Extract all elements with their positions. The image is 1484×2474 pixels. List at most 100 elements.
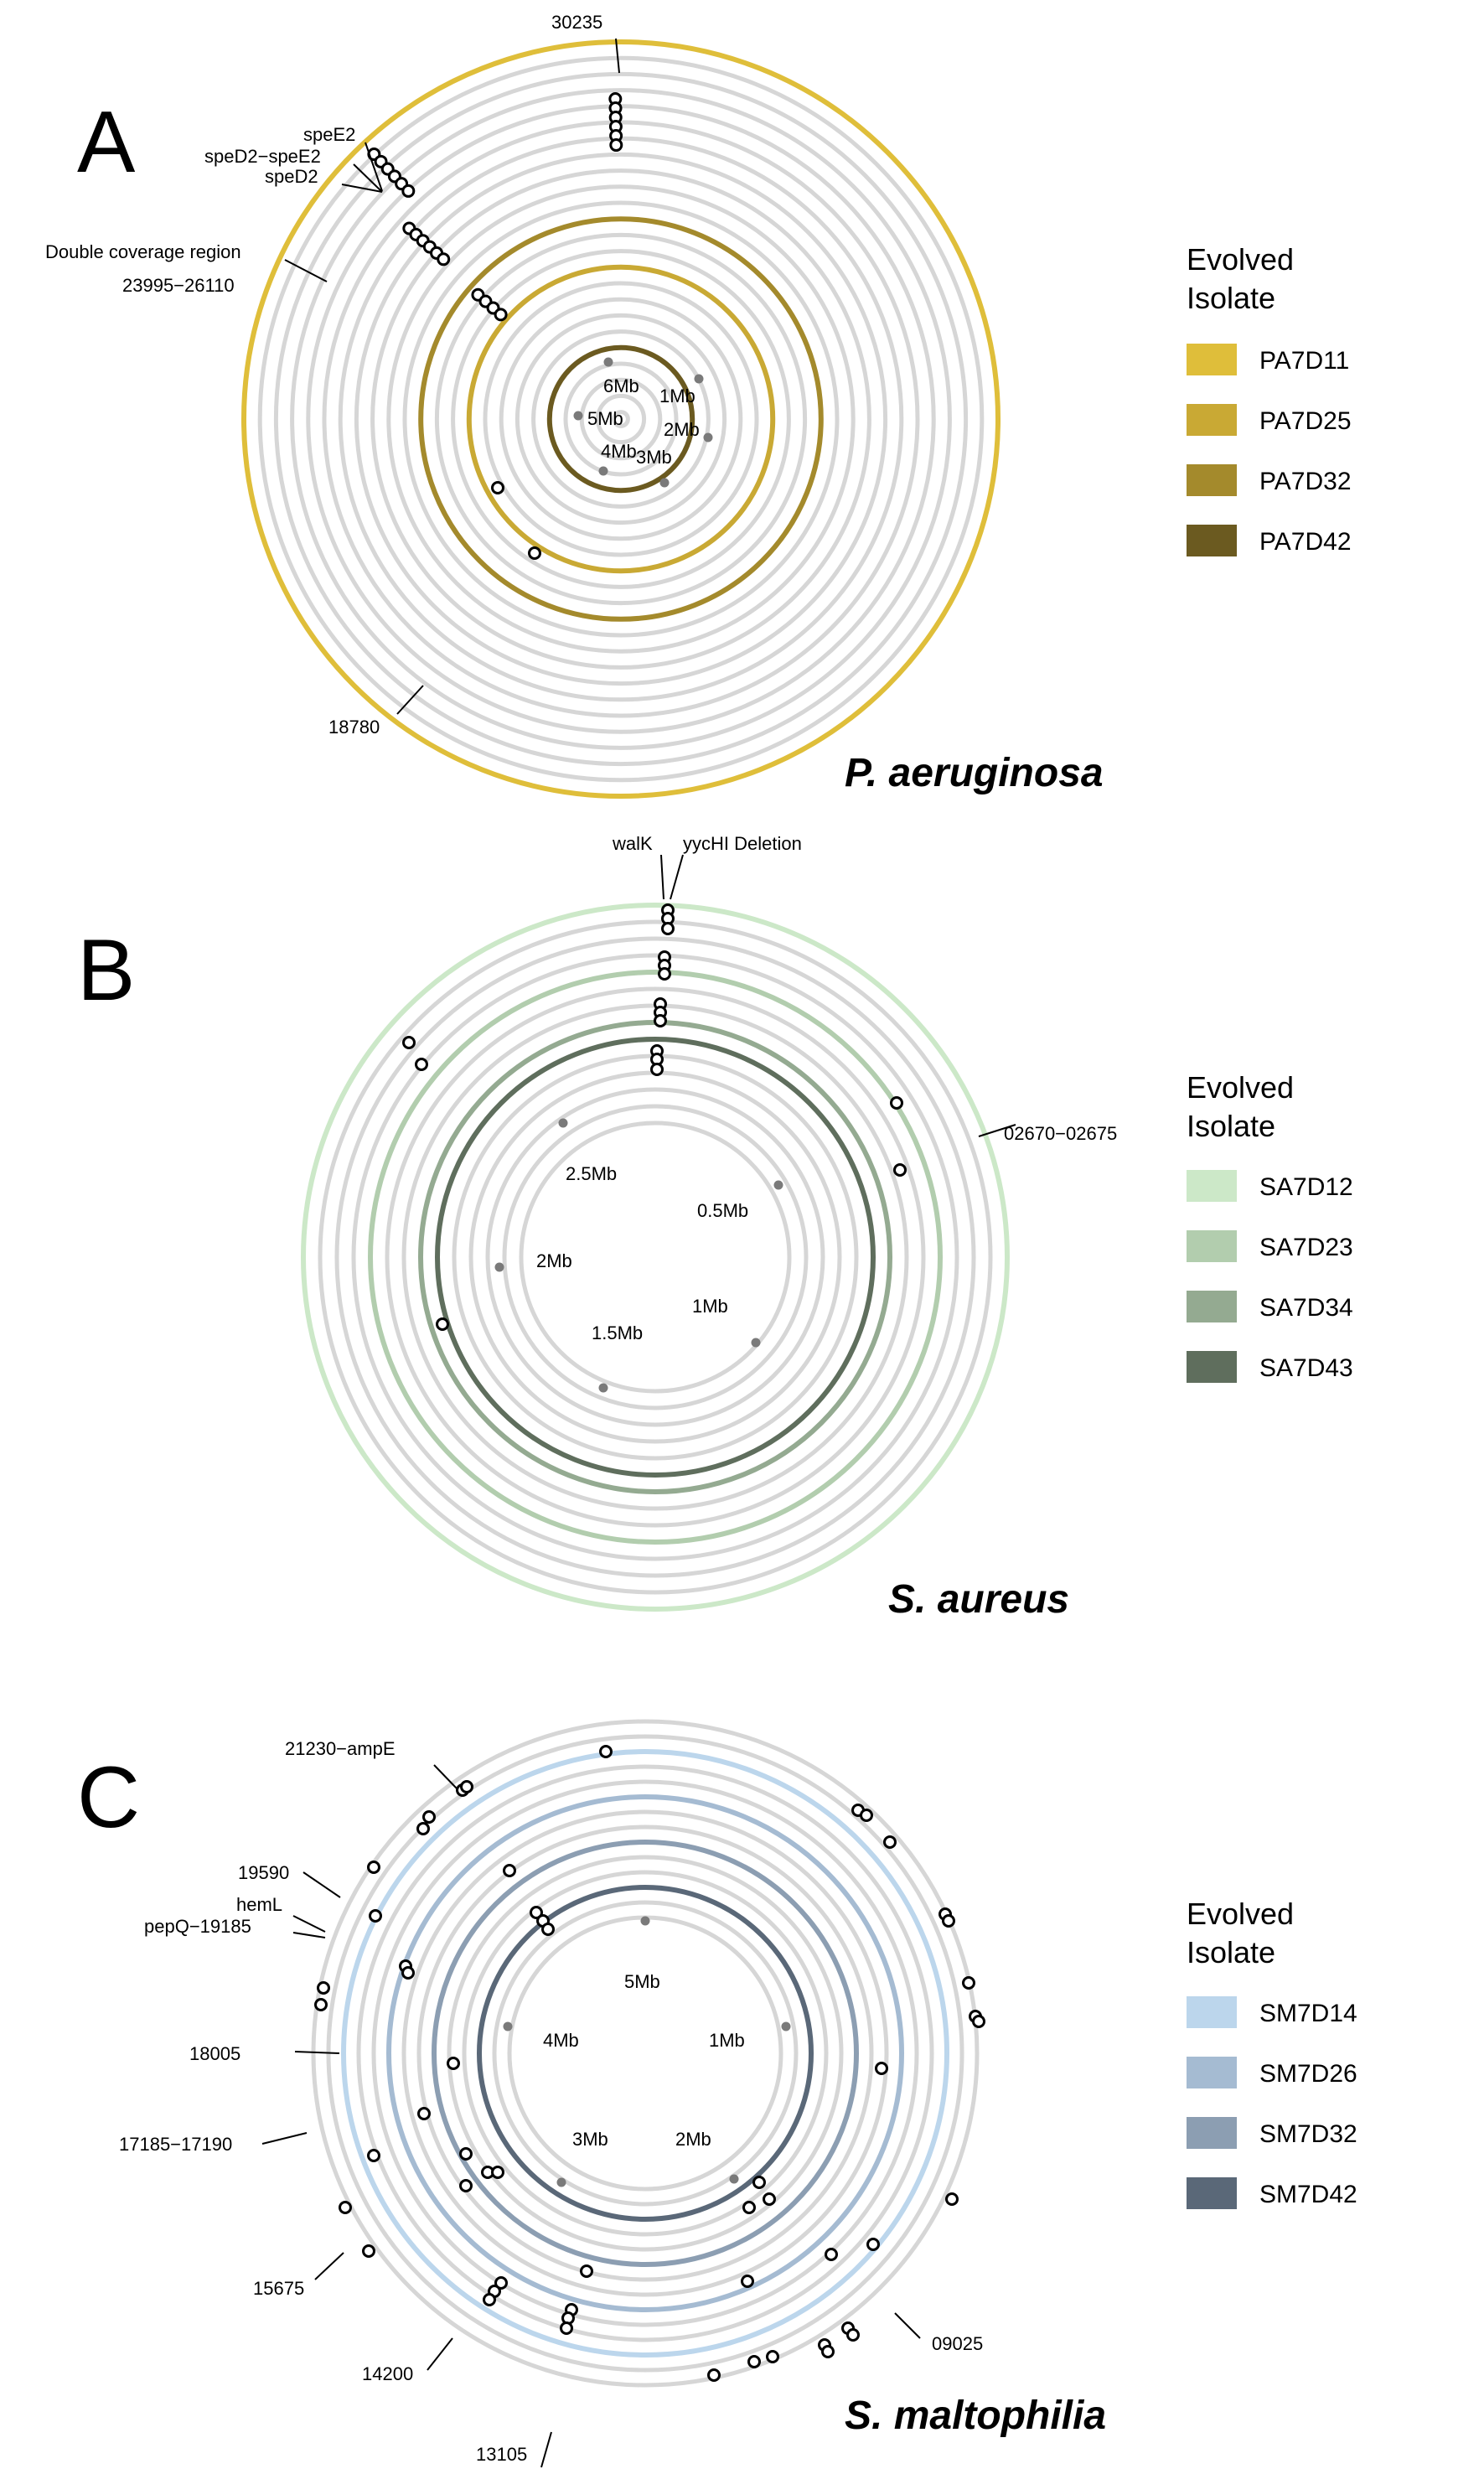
legend-swatch [1187,1996,1237,2028]
legend: Evolved Isolate SA7D12 SA7D23 SA7D34 SA7… [1187,1070,1353,1383]
isolate-ring [477,1885,814,2222]
legend-swatch [1187,464,1237,496]
annotation-lines [660,854,1016,1137]
mutation-marker [314,1998,328,2011]
mb-tick-dot [556,2177,566,2187]
mb-label: 6Mb [603,375,639,396]
mutation-marker [491,2166,504,2179]
mb-tick-dot [751,1338,761,1348]
mutation-marker [890,1096,903,1110]
mutation-marker [367,1861,380,1874]
mutation-marker [436,1317,449,1331]
legend-title: Isolate [1187,1935,1275,1969]
mb-label: 1Mb [659,386,695,406]
panel-letter: A [77,94,136,191]
mb-tick-dot [640,1916,650,1926]
annotation-label: 09025 [932,2333,983,2354]
genome-ring [499,297,743,541]
legend-label: PA7D32 [1259,468,1352,495]
mb-tick-dot [781,2021,791,2031]
mb-label: 4Mb [543,2030,579,2051]
mb-tick-dots [494,1118,783,1393]
mb-label: 5Mb [587,408,623,429]
species-name: S. maltophilia [845,2394,1106,2438]
mutation-marker [866,2238,880,2251]
genome-ring [507,1915,783,2192]
genome-ring [452,1053,859,1461]
panel-a: A 30235 speE2 speD2−speE2 speD2 Double c… [45,12,1352,799]
genome-ring [311,1719,980,2388]
annotation-label: yycHI Deletion [683,833,802,854]
isolate-ring [386,1794,904,2312]
mb-label: 3Mb [636,447,672,468]
annotation-label: 18005 [189,2043,240,2064]
annotation-label: 18780 [328,717,380,738]
legend-label: SM7D32 [1259,2120,1357,2148]
mb-tick-dot [703,432,713,443]
legend-swatch [1187,1170,1237,1202]
genome-ring [401,1809,889,2297]
annotation-label: 15675 [253,2278,304,2299]
annotation-label: 17185−17190 [119,2134,232,2155]
legend-label: SA7D23 [1259,1234,1353,1261]
annotation-label: 19590 [238,1862,289,1883]
isolate-ring [241,39,1001,799]
mutation-marker [650,1063,664,1076]
mutation-marker [369,1909,382,1923]
mutation-marker [658,967,671,981]
mb-label: 3Mb [572,2129,608,2150]
annotation-lines [261,1764,921,2468]
legend-swatch [1187,2057,1237,2088]
mutation-marker [962,1976,975,1990]
mb-label: 5Mb [624,1971,660,1992]
genome-ring [612,410,630,428]
mutation-marker [893,1163,907,1177]
mutation-marker [875,2062,888,2075]
genome-ring [371,1779,919,2327]
mutation-markers [402,903,907,1331]
genome-ring [595,393,647,445]
genome-ring [401,1003,909,1511]
mutation-marker [654,1014,667,1027]
isolate-ring [466,264,776,574]
legend-title: Evolved [1187,1070,1294,1105]
mutation-marker [766,2350,779,2363]
isolate-ring [435,1037,876,1478]
mutation-marker [747,2355,761,2368]
legend: Evolved Isolate PA7D11 PA7D25 PA7D32 PA7… [1187,242,1352,556]
mutation-marker [317,1981,330,1995]
mb-tick-dot [694,374,704,384]
mutation-marker [599,1745,613,1758]
mb-label: 2Mb [664,419,700,440]
mutation-marker [945,2192,959,2206]
panel-c: C 21230−ampE 19590 hemL pepQ−19185 18005… [77,1719,1357,2468]
genome-ring [451,249,791,589]
mb-tick-dot [773,1180,783,1190]
annotation-label: hemL [236,1894,282,1915]
legend-title: Isolate [1187,281,1275,315]
genome-ring [334,936,976,1578]
legend-swatch [1187,1230,1237,1262]
mutation-marker [742,2201,756,2214]
mb-label: 1Mb [692,1296,728,1317]
mutation-marker [942,1914,955,1928]
legend-swatch [1187,2177,1237,2209]
genome-ring [318,919,993,1595]
legend-swatch [1187,1351,1237,1383]
mutation-marker [860,1809,873,1822]
annotation-label: walK [612,833,653,854]
mutation-marker [763,2192,776,2206]
genome-ring [386,184,856,654]
mb-tick-dots [573,357,713,488]
legend-label: SA7D34 [1259,1294,1353,1322]
genome-ring [468,1070,842,1444]
annotation-label: 13105 [476,2444,527,2465]
genome-ring [462,1870,829,2237]
panel-b: B walK yycHI Deletion 02670−02675 0.5Mb … [77,833,1353,1622]
mutation-marker [972,2015,985,2028]
genome-ring [402,200,840,638]
annotation-label: pepQ−19185 [144,1916,251,1937]
mutation-marker [460,1780,473,1793]
mutation-marker [417,2107,431,2120]
panel-letter: C [77,1749,140,1846]
